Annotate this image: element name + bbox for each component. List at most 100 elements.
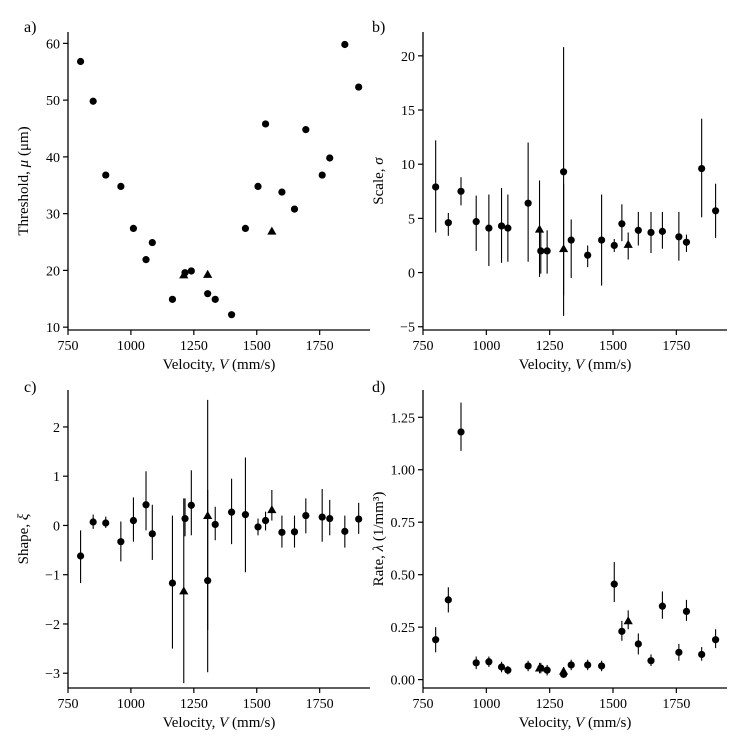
circle-point — [142, 501, 150, 509]
y-tick-label: 1 — [53, 470, 60, 485]
triangle-point — [267, 226, 277, 235]
circle-point — [227, 508, 236, 516]
x-tick-label: 1750 — [662, 697, 690, 712]
x-tick-label: 1000 — [117, 697, 145, 712]
x-axis-title: Velocity, V (mm/s) — [163, 715, 276, 731]
x-tick-label: 1000 — [117, 339, 145, 354]
y-tick-label: 1.00 — [391, 464, 416, 479]
panel-label: d) — [372, 379, 385, 396]
circle-point — [341, 40, 349, 49]
circle-point — [76, 57, 85, 66]
y-tick-label: −2 — [45, 618, 60, 633]
triangle-point — [534, 224, 545, 233]
y-tick-label: 15 — [401, 104, 415, 119]
triangle-point — [534, 663, 545, 672]
circle-point — [432, 183, 440, 191]
circle-point — [117, 182, 125, 190]
circle-point — [472, 659, 480, 667]
circle-point — [675, 648, 683, 656]
circle-point — [318, 513, 326, 521]
circle-point — [682, 607, 691, 616]
x-tick-label: 750 — [58, 339, 79, 354]
circle-point — [682, 238, 691, 246]
x-tick-label: 1750 — [662, 339, 690, 354]
circle-point — [634, 226, 642, 234]
circle-point — [129, 224, 138, 232]
panel-label: c) — [24, 379, 36, 396]
triangle-point — [559, 244, 569, 253]
y-tick-label: 1.25 — [391, 411, 416, 426]
circle-point — [658, 602, 667, 610]
circle-point — [326, 154, 334, 162]
circle-point — [168, 295, 177, 303]
triangle-point — [179, 270, 189, 279]
circle-point — [444, 219, 452, 227]
circle-point — [610, 580, 618, 588]
circle-point — [89, 518, 97, 526]
circle-point — [129, 516, 138, 525]
x-tick-label: 1000 — [472, 697, 500, 712]
x-tick-label: 750 — [413, 697, 434, 712]
circle-point — [712, 636, 720, 644]
circle-point — [102, 519, 110, 527]
circle-point — [457, 187, 465, 195]
circle-point — [567, 661, 575, 669]
circle-point — [211, 520, 219, 529]
circle-point — [543, 247, 551, 255]
x-tick-label: 750 — [413, 339, 434, 354]
circle-point — [187, 501, 195, 509]
x-tick-label: 1750 — [306, 339, 334, 354]
x-tick-label: 750 — [58, 697, 79, 712]
circle-point — [598, 236, 606, 244]
x-tick-label: 1250 — [536, 339, 564, 354]
circle-point — [302, 126, 310, 134]
circle-point — [698, 164, 706, 173]
x-tick-label: 1750 — [306, 697, 334, 712]
circle-point — [712, 207, 720, 215]
x-tick-label: 1000 — [472, 339, 500, 354]
circle-point — [584, 661, 592, 669]
y-tick-label: 0.50 — [391, 569, 416, 584]
triangle-point — [203, 511, 213, 520]
y-tick-label: −1 — [45, 569, 60, 584]
circle-point — [647, 657, 655, 665]
y-tick-label: 0.25 — [391, 621, 416, 636]
y-tick-label: −3 — [45, 667, 60, 682]
x-tick-label: 1500 — [599, 339, 627, 354]
circle-point — [254, 182, 262, 190]
circle-point — [102, 171, 110, 179]
circle-point — [241, 511, 250, 519]
circle-point — [610, 241, 618, 250]
x-tick-label: 1500 — [599, 697, 627, 712]
y-axis-title: Scale, σ — [371, 157, 387, 205]
triangle-point — [559, 666, 569, 675]
circle-point — [618, 627, 626, 635]
y-tick-label: 2 — [53, 421, 60, 436]
y-axis-title: Rate, λ (1/mm³) — [371, 492, 387, 587]
circle-point — [524, 662, 532, 670]
y-tick-label: 0 — [53, 519, 60, 534]
circle-point — [241, 224, 250, 232]
y-tick-label: 60 — [46, 37, 60, 52]
circle-point — [290, 205, 299, 213]
circle-point — [302, 512, 310, 520]
circle-point — [647, 228, 655, 237]
y-tick-label: 0.75 — [391, 516, 416, 531]
circle-point — [537, 247, 545, 255]
circle-point — [504, 666, 512, 674]
circle-point — [278, 188, 286, 196]
circle-point — [187, 267, 195, 275]
circle-point — [618, 220, 626, 228]
circle-point — [634, 640, 642, 648]
circle-point — [432, 636, 440, 644]
circle-point — [560, 168, 568, 176]
y-tick-label: 50 — [46, 94, 60, 109]
circle-point — [142, 256, 150, 264]
triangle-point — [267, 505, 277, 514]
x-tick-label: 1500 — [243, 697, 271, 712]
circle-point — [497, 222, 506, 230]
circle-point — [76, 552, 85, 560]
panel-d: 750 1000 1250 1500 1750 0.00 0.25 0.50 0.75 1.00 1… — [371, 379, 727, 731]
circle-point — [675, 233, 683, 241]
